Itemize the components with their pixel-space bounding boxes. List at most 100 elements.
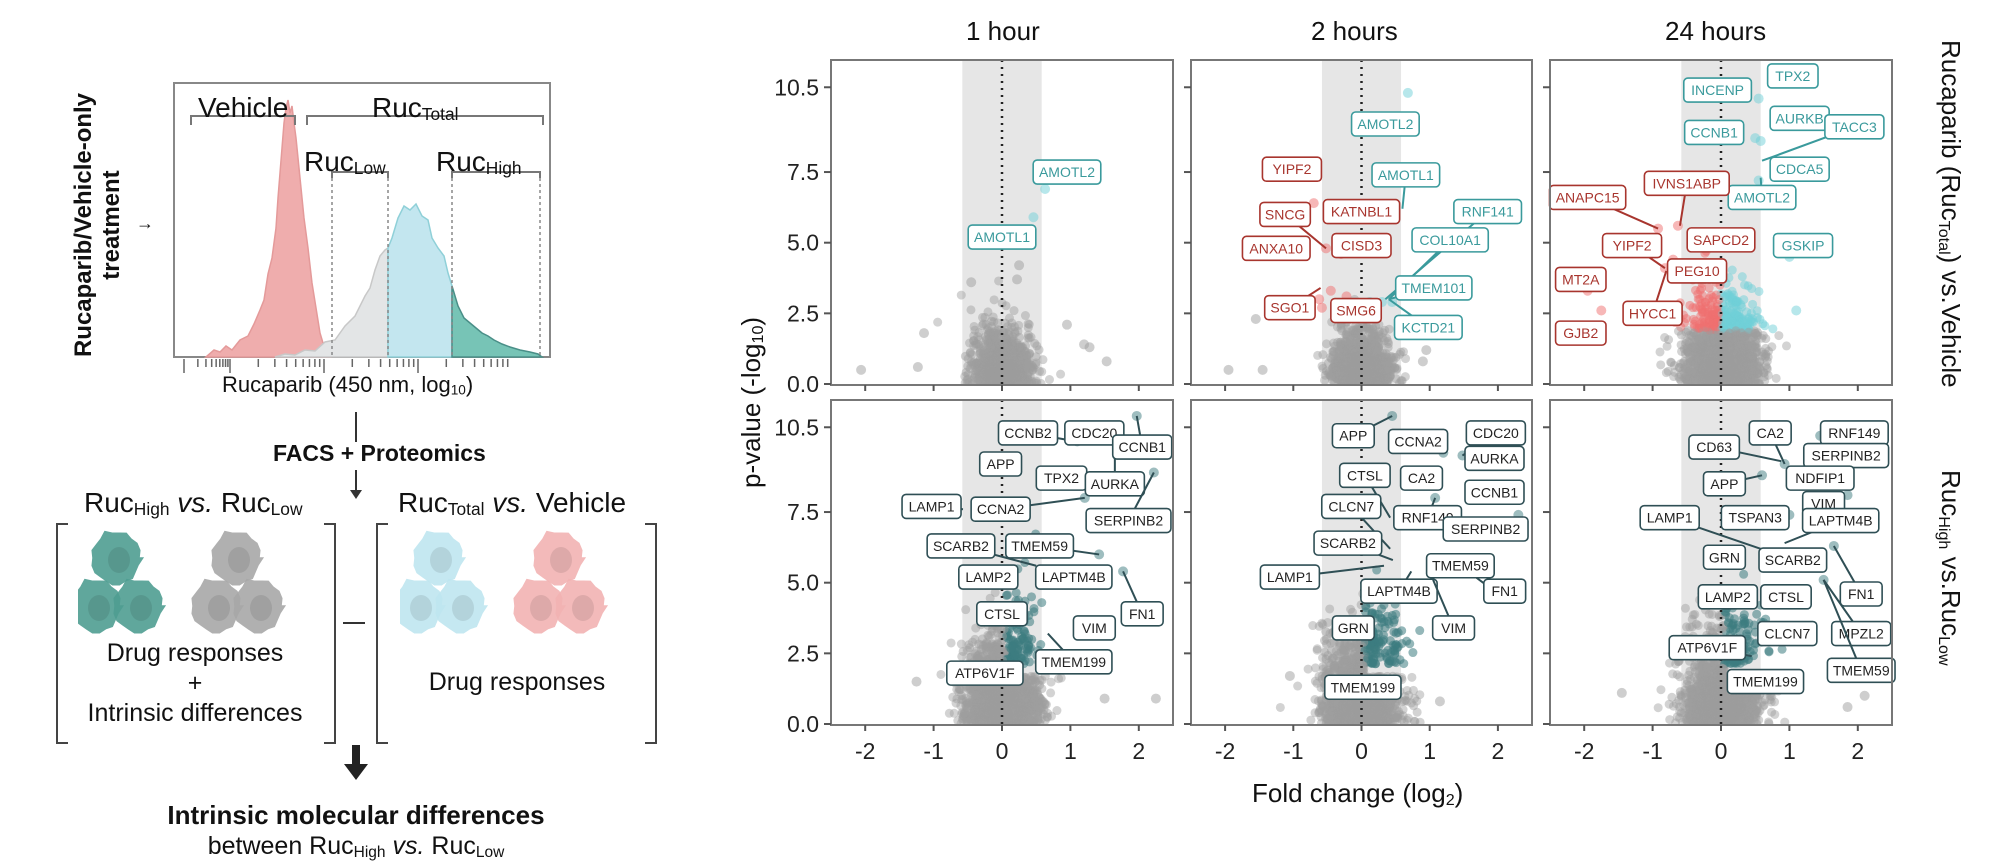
data-point-bg: [1746, 360, 1756, 370]
data-point-bg: [993, 360, 1003, 370]
data-point-bg: [1720, 374, 1730, 384]
data-point-bg: [1374, 374, 1384, 384]
data-point-bg: [1366, 375, 1376, 385]
data-point-bg: [1343, 352, 1353, 362]
data-point-bg: [987, 375, 997, 385]
data-point-bg: [1731, 332, 1741, 342]
data-point-bg: [1743, 370, 1753, 380]
data-point-bg: [1705, 359, 1715, 369]
data-point-bg: [1362, 358, 1372, 368]
data-point-bg: [1720, 354, 1730, 364]
data-point-bg: [1760, 352, 1770, 362]
data-point-bg: [988, 312, 998, 322]
data-point-bg: [1338, 374, 1348, 384]
data-point-bg: [1017, 344, 1027, 354]
data-point-bg: [1341, 375, 1351, 385]
data-point-bg: [1700, 343, 1710, 353]
data-point-bg: [1014, 344, 1024, 354]
data-point-bg: [1705, 366, 1715, 376]
data-point-bg: [1002, 336, 1012, 346]
data-point-bg: [1380, 374, 1390, 384]
data-point-bg: [1693, 342, 1703, 352]
gene-label-text: FN1: [1129, 606, 1156, 622]
data-point-bg: [1361, 375, 1371, 385]
data-point-bg: [981, 353, 991, 363]
data-point-bg: [1339, 346, 1349, 356]
data-point-bg: [1722, 370, 1732, 380]
data-point-bg: [1694, 347, 1704, 357]
data-point-bg: [1339, 373, 1349, 383]
data-point-bg: [1725, 360, 1735, 370]
data-point-bg: [1742, 369, 1752, 379]
data-point-bg: [1333, 367, 1343, 377]
data-point-bg: [1747, 356, 1757, 366]
data-point-bg: [1366, 364, 1376, 374]
data-point-bg: [1341, 375, 1351, 385]
data-point-bg: [1706, 358, 1716, 368]
data-point-bg: [1008, 345, 1018, 355]
data-point-bg: [985, 377, 995, 385]
data-point-bg: [1748, 354, 1758, 364]
data-point-bg: [1340, 341, 1350, 351]
histogram-mid-area: [387, 202, 453, 358]
data-point-bg: [1366, 374, 1376, 384]
data-point-bg: [1708, 367, 1718, 377]
data-point-bg: [1695, 371, 1705, 381]
data-point-bg: [1708, 319, 1718, 329]
data-point-bg: [1367, 329, 1377, 339]
data-point-bg: [1004, 358, 1014, 368]
data-point-bg: [991, 352, 1001, 362]
x-tick-label: 1: [1064, 738, 1077, 764]
data-point-bg: [1019, 373, 1029, 383]
data-point-bg: [1703, 374, 1713, 384]
cell: [113, 578, 167, 634]
data-point-bg: [1360, 375, 1370, 385]
data-point-bg: [1753, 328, 1763, 338]
data-point-bg: [1690, 379, 1700, 385]
data-point-bg: [1741, 337, 1751, 347]
data-point-bg: [1379, 372, 1389, 382]
data-point-bg: [1727, 352, 1737, 362]
data-point-bg: [1006, 361, 1016, 371]
data-point-bg: [1702, 348, 1712, 358]
data-point-bg: [992, 349, 1002, 359]
data-point-bg: [996, 373, 1006, 383]
data-point-bg: [1023, 319, 1033, 329]
data-point-bg: [960, 351, 970, 361]
data-point-bg: [1717, 368, 1727, 378]
data-point-bg: [1705, 353, 1715, 363]
data-point-bg: [976, 361, 986, 371]
data-point-bg: [1390, 363, 1400, 373]
data-point-bg: [1749, 360, 1759, 370]
data-point-bg: [1739, 332, 1749, 342]
data-point-bg: [1006, 359, 1016, 369]
data-point-bg: [1352, 362, 1362, 372]
data-point-bg: [1364, 345, 1374, 355]
data-point-bg: [1738, 359, 1748, 369]
data-point-bg: [1338, 364, 1348, 374]
data-point-bg: [1702, 361, 1712, 371]
data-point-bg: [1706, 356, 1716, 366]
data-point-bg: [1348, 329, 1358, 339]
data-point-bg: [1698, 354, 1708, 364]
data-point-bg: [1348, 370, 1358, 380]
data-point-bg: [999, 363, 1009, 373]
data-point-bg: [1703, 353, 1713, 363]
data-point-bg: [1004, 358, 1014, 368]
data-point-bg: [1724, 337, 1734, 347]
data-point-bg: [1721, 356, 1731, 366]
data-point-bg: [1744, 341, 1754, 351]
data-point-bg: [1334, 352, 1344, 362]
data-point-bg: [1379, 379, 1389, 385]
data-point-bg: [1371, 343, 1381, 353]
data-point-bg: [1736, 354, 1746, 364]
data-point-bg: [1703, 378, 1713, 385]
data-point-bg: [1731, 339, 1741, 349]
data-point-bg: [1728, 348, 1738, 358]
data-point-bg: [1676, 376, 1686, 385]
cell: [513, 578, 567, 634]
data-point-bg: [1012, 353, 1022, 363]
data-point-bg: [1347, 373, 1357, 383]
data-point-bg: [985, 371, 995, 381]
data-point-bg: [1747, 345, 1757, 355]
